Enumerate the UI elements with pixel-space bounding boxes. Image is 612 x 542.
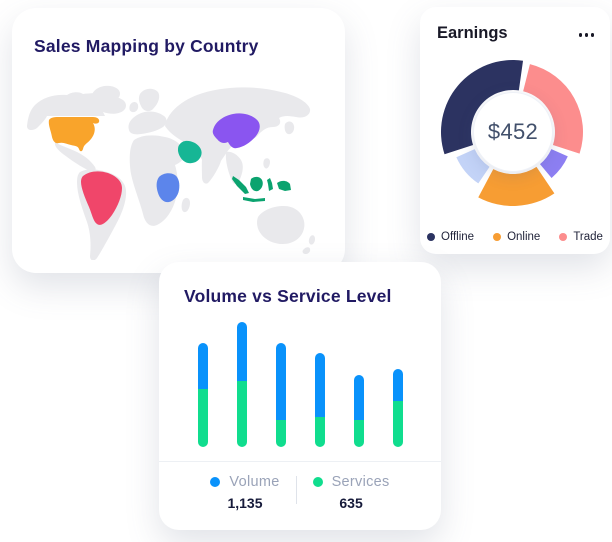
country-brazil[interactable]: [81, 171, 122, 225]
legend-label: Services: [331, 474, 390, 490]
legend-dot-icon: [559, 233, 568, 241]
legend-dot-icon: [493, 233, 502, 241]
stacked-bar-2: [237, 322, 247, 447]
continent-africa: [129, 135, 185, 226]
country-dr-congo[interactable]: [156, 173, 180, 203]
ellipsis-menu-icon[interactable]: [578, 33, 594, 37]
continent-north-america: [27, 92, 126, 131]
continents-landmass: [27, 85, 315, 260]
region-new-zealand: [302, 235, 315, 255]
map-card-title: Sales Mapping by Country: [34, 36, 259, 56]
bar-volume-segment: [393, 369, 403, 401]
earnings-total-value: $452: [487, 119, 539, 144]
bar-services-segment: [393, 401, 403, 447]
earnings-donut-wrap: $452: [420, 7, 610, 217]
country-indonesia[interactable]: [232, 176, 291, 202]
legend-value: 1,135: [227, 495, 263, 511]
legend-divider: [159, 461, 441, 462]
volume-bar-chart: [159, 262, 441, 447]
stacked-bar-5: [354, 375, 364, 447]
region-madagascar: [181, 197, 190, 213]
earnings-card: Earnings $452 Offline Online Trade: [420, 7, 610, 254]
stacked-bar-3: [276, 343, 286, 447]
legend-separator: [295, 476, 297, 504]
legend-label: Offline: [441, 231, 475, 243]
country-china[interactable]: [212, 113, 260, 149]
world-map: [27, 85, 315, 260]
bar-services-segment: [276, 420, 286, 447]
earnings-legend: Offline Online Trade: [420, 231, 610, 243]
earnings-legend-item-trade: Trade: [559, 231, 603, 243]
region-uk: [129, 102, 139, 113]
earnings-legend-item-online: Online: [493, 231, 540, 243]
bar-volume-segment: [354, 375, 364, 420]
stacked-bar-6: [393, 369, 403, 447]
legend-label: Trade: [573, 231, 603, 243]
bar-services-segment: [315, 417, 325, 447]
donut-segment-accent-periwinkle: [456, 149, 490, 184]
bar-volume-segment: [315, 353, 325, 417]
earnings-legend-item-offline: Offline: [427, 231, 474, 243]
region-scandinavia: [138, 88, 160, 112]
volume-service-card: Volume vs Service Level Volume 1,135 Servi…: [159, 262, 441, 530]
continent-europe: [128, 111, 167, 135]
region-philippines: [263, 158, 270, 169]
bar-volume-segment: [237, 322, 247, 381]
bar-services-segment: [354, 420, 364, 447]
stacked-bar-4: [315, 353, 325, 447]
legend-label: Online: [507, 231, 541, 243]
legend-dot-icon: [427, 233, 436, 241]
region-central-america: [54, 142, 96, 172]
region-southeast-asia: [225, 151, 243, 184]
continent-australia: [257, 206, 305, 244]
bars-legend-item-volume: Volume 1,135: [210, 474, 279, 511]
donut-segment-online: [478, 166, 555, 207]
donut-segment-accent-lavender: [540, 149, 568, 178]
donut-segment-trade: [523, 64, 583, 154]
donut-segment-offline: [440, 59, 524, 155]
country-saudi-arabia[interactable]: [178, 140, 202, 164]
highlighted-countries: [48, 113, 291, 225]
bar-services-segment: [237, 381, 247, 447]
legend-label: Volume: [229, 474, 280, 490]
region-japan: [284, 121, 295, 135]
earnings-card-title: Earnings: [437, 24, 508, 42]
legend-value: 635: [339, 495, 363, 511]
bars-legend: Volume 1,135 Services 635: [159, 474, 441, 511]
bars-legend-item-services: Services 635: [312, 474, 390, 511]
bars-card-title: Volume vs Service Level: [184, 286, 392, 306]
country-usa[interactable]: [48, 117, 100, 152]
bar-services-segment: [198, 389, 208, 447]
legend-dot-icon: [312, 477, 323, 487]
donut-center: $452: [473, 92, 553, 172]
region-india: [201, 146, 222, 184]
bar-volume-segment: [276, 343, 286, 420]
earnings-donut-chart: [440, 59, 583, 207]
bar-volume-segment: [198, 343, 208, 389]
legend-dot-icon: [210, 477, 221, 487]
stacked-bar-1: [198, 343, 208, 447]
sales-mapping-card: Sales Mapping by Country: [12, 8, 345, 273]
